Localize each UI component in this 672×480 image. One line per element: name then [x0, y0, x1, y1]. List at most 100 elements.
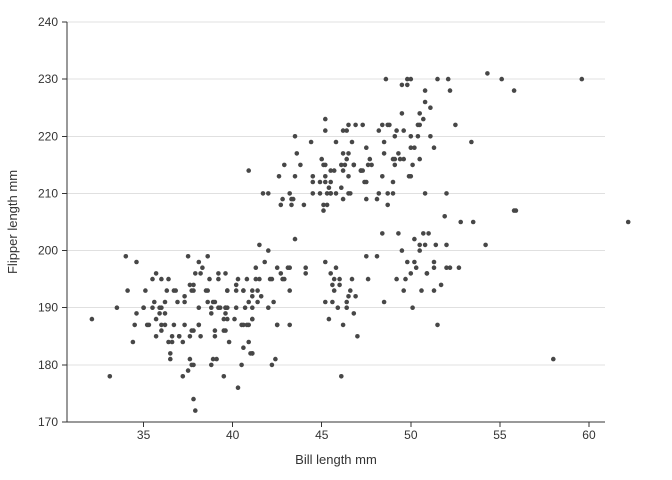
data-point	[408, 271, 414, 276]
data-point	[394, 128, 399, 133]
data-point	[262, 259, 268, 265]
data-point	[417, 156, 423, 162]
data-point	[344, 128, 350, 133]
gridlines	[67, 21, 605, 366]
data-point	[355, 334, 360, 339]
data-point	[435, 322, 440, 328]
data-point	[396, 151, 401, 156]
data-point	[180, 339, 186, 345]
data-point	[410, 305, 415, 311]
data-point	[392, 156, 398, 162]
data-point	[216, 271, 221, 276]
data-point	[422, 99, 428, 105]
data-point	[426, 231, 431, 236]
data-point	[168, 356, 173, 362]
data-point	[401, 128, 407, 133]
data-point	[107, 374, 113, 379]
data-point	[337, 282, 342, 288]
data-point	[351, 311, 357, 316]
x-axis: 35 40 45 50 55 60	[67, 421, 605, 442]
data-point	[422, 242, 428, 248]
data-point	[164, 288, 170, 293]
data-point	[255, 288, 260, 293]
data-point	[144, 322, 150, 328]
data-point	[339, 185, 344, 190]
data-point	[485, 71, 490, 76]
data-point	[328, 168, 334, 173]
x-tick-label: 60	[582, 428, 596, 442]
data-point	[447, 88, 453, 93]
data-point	[242, 305, 248, 311]
data-point	[346, 294, 351, 299]
data-point	[258, 294, 264, 299]
data-point	[200, 265, 205, 271]
data-point	[330, 299, 335, 305]
data-point	[340, 151, 346, 156]
data-point	[376, 128, 382, 133]
x-tick-label: 35	[137, 428, 151, 442]
data-point	[162, 322, 168, 328]
data-point	[182, 294, 187, 299]
data-point	[328, 271, 334, 276]
data-point	[210, 356, 216, 362]
data-point	[374, 253, 380, 259]
data-point	[433, 242, 439, 248]
data-point	[232, 316, 237, 322]
data-point	[166, 339, 171, 345]
data-point	[364, 196, 369, 202]
data-point	[331, 168, 337, 173]
data-point	[266, 248, 271, 253]
data-point	[269, 276, 275, 282]
data-point	[150, 276, 155, 282]
data-point	[290, 196, 296, 202]
data-point	[390, 179, 396, 185]
data-point	[340, 168, 346, 173]
data-point	[193, 408, 198, 413]
data-point	[337, 276, 342, 282]
data-point	[253, 276, 259, 282]
data-point	[369, 162, 374, 168]
data-point	[221, 374, 227, 379]
data-point	[340, 196, 346, 202]
data-point	[196, 322, 202, 328]
data-point	[353, 122, 358, 128]
data-point	[209, 362, 214, 368]
data-point	[159, 276, 164, 282]
data-point	[390, 191, 396, 196]
data-point	[241, 345, 246, 351]
data-point	[385, 202, 391, 208]
data-point	[470, 219, 476, 225]
data-point	[447, 265, 453, 271]
y-tick-label: 170	[38, 415, 58, 429]
data-point	[428, 134, 433, 139]
data-point	[212, 299, 218, 305]
data-point	[276, 174, 282, 179]
data-point	[374, 196, 380, 202]
data-point	[551, 356, 556, 362]
data-point	[323, 174, 328, 179]
data-point	[422, 191, 428, 196]
data-point	[349, 276, 355, 282]
data-point	[301, 202, 307, 208]
data-point	[397, 156, 403, 162]
data-point	[310, 179, 316, 185]
data-point	[271, 299, 276, 305]
data-point	[246, 322, 251, 328]
data-point	[328, 191, 334, 196]
y-tick-label: 220	[38, 129, 58, 143]
data-point	[339, 162, 344, 168]
data-point	[153, 271, 159, 276]
data-point	[282, 276, 287, 282]
data-point	[431, 259, 437, 265]
data-point	[159, 328, 164, 333]
data-point	[175, 299, 180, 305]
data-point	[342, 162, 348, 168]
data-point	[326, 316, 332, 322]
data-point	[349, 139, 355, 145]
data-point	[405, 82, 410, 88]
data-point	[417, 111, 423, 116]
data-point	[298, 162, 303, 168]
data-point	[360, 122, 366, 128]
data-point	[89, 316, 95, 322]
